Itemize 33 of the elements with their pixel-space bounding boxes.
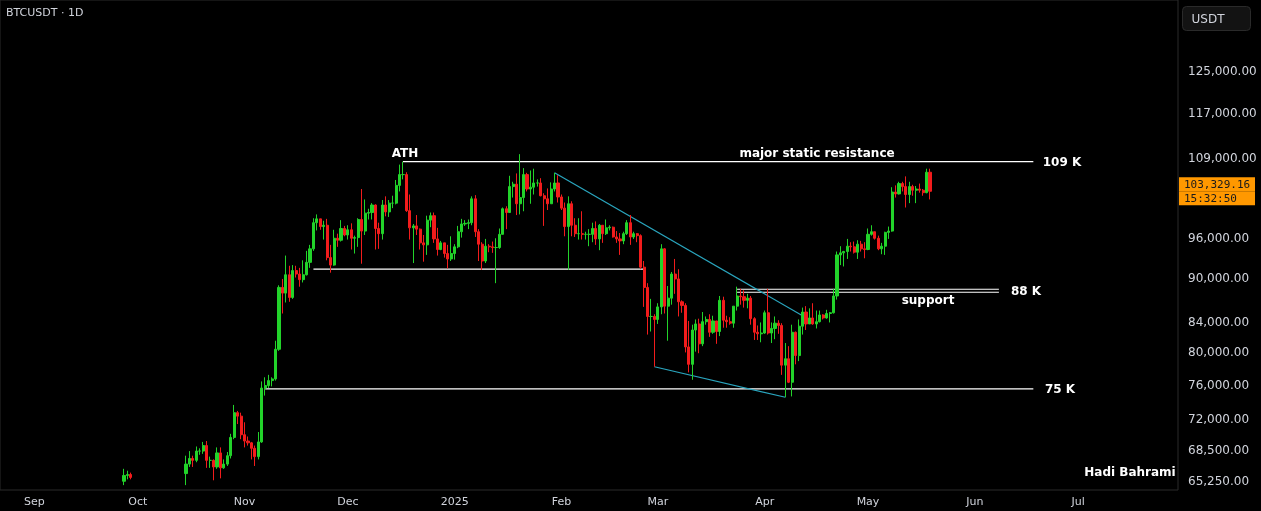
x-tick-label: Feb — [551, 495, 572, 508]
y-tick-label: 80,000.00 — [1188, 345, 1250, 360]
y-tick-label: 117,000.00 — [1188, 106, 1257, 121]
x-tick-label: May — [856, 495, 880, 508]
x-tick-label: Jul — [1070, 495, 1085, 508]
y-tick-label: 72,000.00 — [1188, 411, 1250, 426]
annotation: support — [901, 293, 955, 307]
text: 15:32:50 — [1184, 191, 1237, 205]
y-tick-label: 76,000.00 — [1188, 377, 1250, 392]
annotation: 109 K — [1042, 155, 1082, 169]
text: BTCUSDT · 1D — [6, 6, 84, 19]
x-tick-label: Apr — [755, 495, 775, 508]
x-tick-label: Mar — [647, 495, 669, 508]
annotation: 88 K — [1010, 284, 1042, 298]
y-tick-label: 90,000.00 — [1188, 271, 1250, 286]
y-axis-title: USDT — [1191, 11, 1226, 26]
y-tick-label: 84,000.00 — [1188, 314, 1250, 329]
y-tick-label: 96,000.00 — [1188, 230, 1250, 245]
annotation: major static resistance — [739, 146, 895, 160]
x-tick-label: 2025 — [440, 495, 469, 508]
annotation: Hadi Bahrami — [1084, 465, 1176, 479]
y-tick-label: 65,250.00 — [1188, 473, 1250, 488]
y-tick-label: 68,500.00 — [1188, 443, 1250, 458]
x-tick-label: Nov — [233, 495, 256, 508]
x-tick-label: Jun — [965, 495, 984, 508]
y-tick-label: 109,000.00 — [1188, 150, 1257, 165]
annotation: 75 K — [1044, 382, 1076, 396]
y-tick-label: 125,000.00 — [1188, 64, 1257, 79]
x-tick-label: Sep — [24, 495, 45, 508]
x-tick-label: Oct — [128, 495, 148, 508]
annotation: ATH — [391, 146, 419, 160]
x-tick-label: Dec — [337, 495, 359, 508]
text: 103,329.16 — [1184, 177, 1251, 191]
